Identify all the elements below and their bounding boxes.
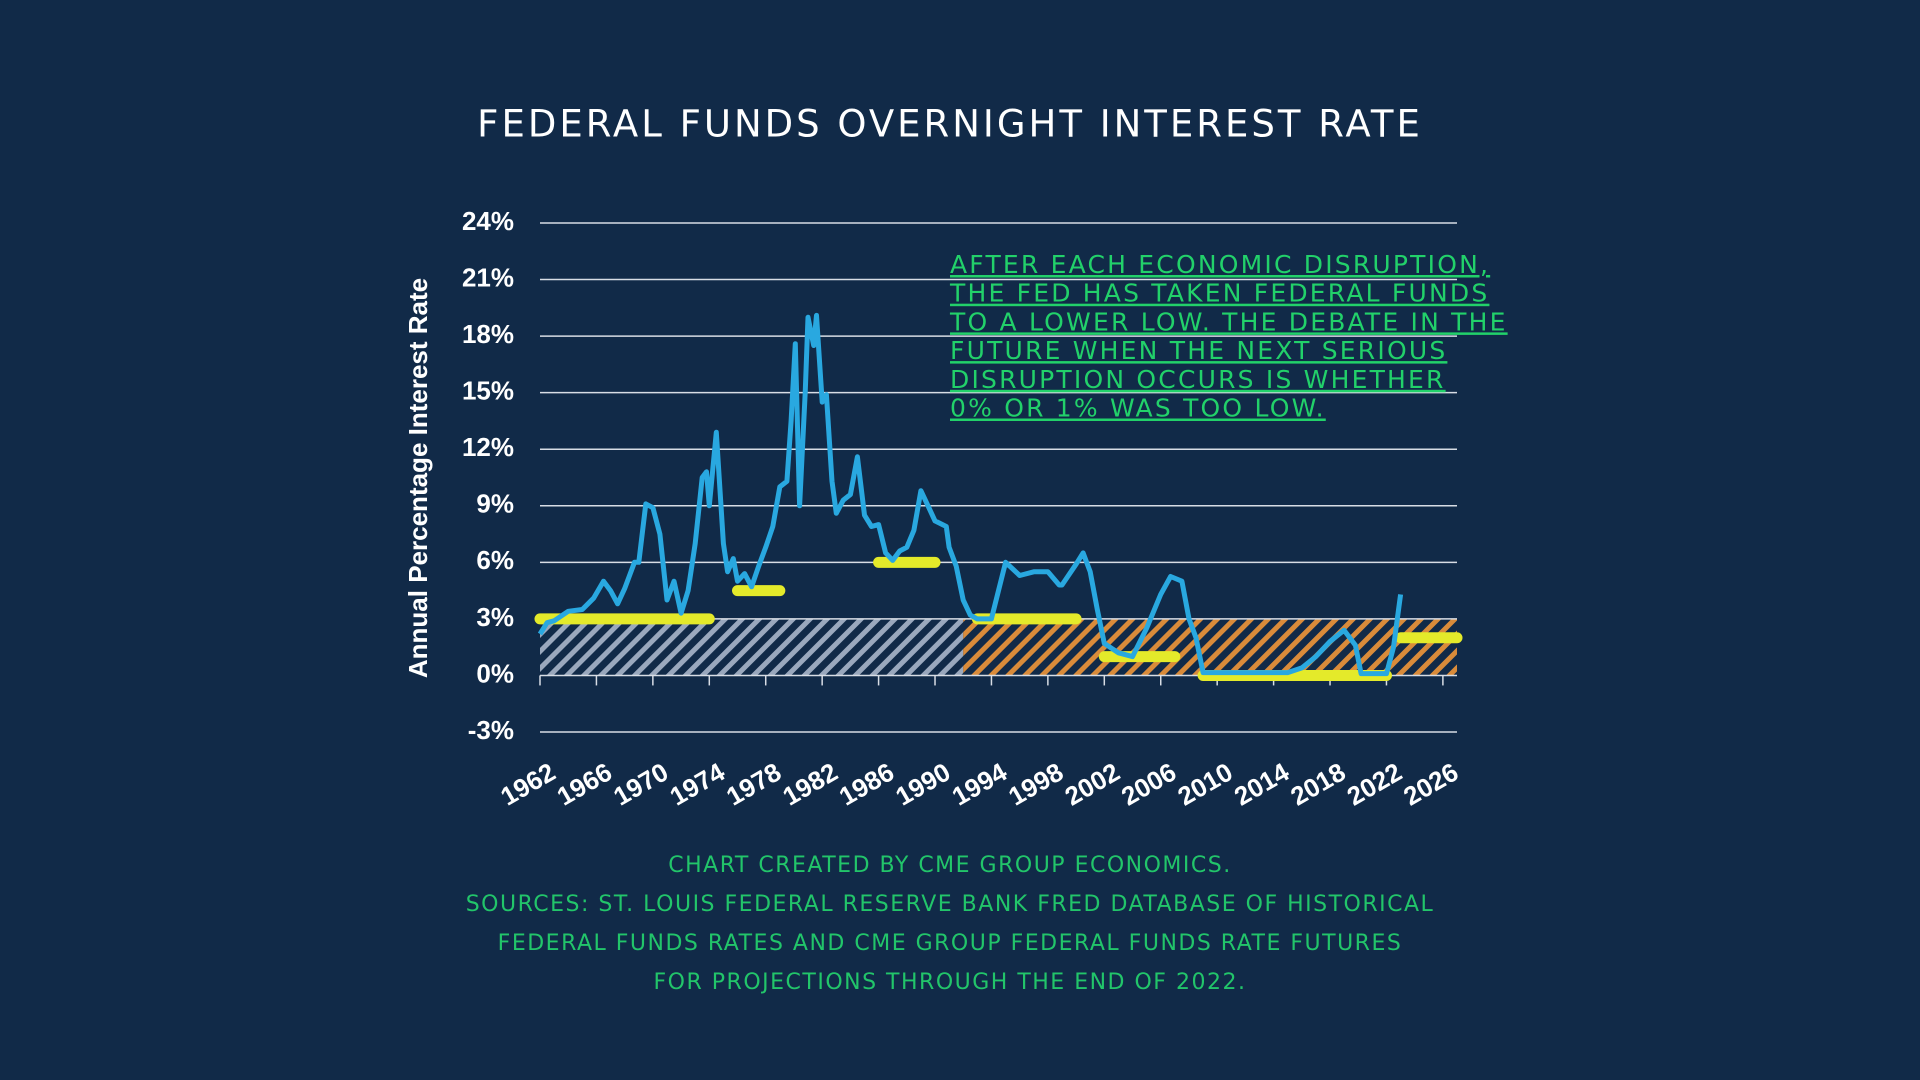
rate-line (537, 312, 1404, 677)
hatched-band (963, 618, 1457, 676)
y-tick-label: 0% (476, 658, 514, 688)
y-tick-label: 24% (462, 206, 514, 236)
annotation-line: TO A LOWER LOW. THE DEBATE IN THE (949, 307, 1508, 336)
y-axis-label: Annual Percentage Interest Rate (403, 278, 433, 678)
annotation-line: 0% OR 1% WAS TOO LOW. (950, 394, 1326, 423)
y-tick-label: 12% (462, 432, 514, 462)
y-tick-label: 18% (462, 319, 514, 349)
annotation-line: FUTURE WHEN THE NEXT SERIOUS (950, 336, 1447, 365)
y-tick-label: 6% (476, 545, 514, 575)
y-tick-label: 15% (462, 376, 514, 406)
footer-line: FEDERAL FUNDS RATES AND CME GROUP FEDERA… (498, 931, 1403, 956)
y-tick-label: 3% (476, 602, 514, 632)
chart-title: FEDERAL FUNDS OVERNIGHT INTEREST RATE (477, 103, 1423, 146)
y-tick-label: -3% (468, 715, 514, 745)
footer-line: CHART CREATED BY CME GROUP ECONOMICS. (668, 853, 1231, 878)
y-tick-label: 21% (462, 262, 514, 292)
annotation-line: THE FED HAS TAKEN FEDERAL FUNDS (949, 279, 1489, 308)
footer-line: FOR PROJECTIONS THROUGH THE END OF 2022. (654, 970, 1247, 995)
annotation-line: DISRUPTION OCCURS IS WHETHER (950, 365, 1446, 394)
annotation-line: AFTER EACH ECONOMIC DISRUPTION, (950, 250, 1490, 279)
hatched-band (540, 618, 964, 676)
y-tick-label: 9% (476, 489, 514, 519)
footer-line: SOURCES: ST. LOUIS FEDERAL RESERVE BANK … (466, 892, 1435, 917)
